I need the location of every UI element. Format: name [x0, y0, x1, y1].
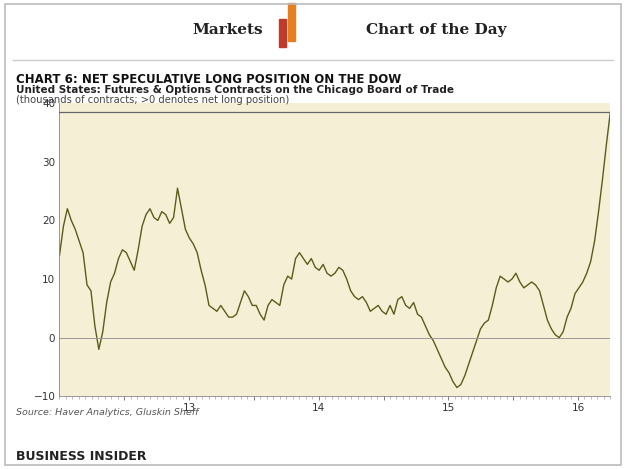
- Text: (thousands of contracts; >0 denotes net long position): (thousands of contracts; >0 denotes net …: [16, 95, 289, 105]
- Text: BUSINESS INSIDER: BUSINESS INSIDER: [16, 450, 146, 463]
- Text: United States: Futures & Options Contracts on the Chicago Board of Trade: United States: Futures & Options Contrac…: [16, 85, 454, 95]
- Text: Source: Haver Analytics, Gluskin Sheff: Source: Haver Analytics, Gluskin Sheff: [16, 408, 198, 417]
- Text: CHART 6: NET SPECULATIVE LONG POSITION ON THE DOW: CHART 6: NET SPECULATIVE LONG POSITION O…: [16, 73, 401, 86]
- Text: Chart of the Day: Chart of the Day: [366, 23, 506, 38]
- Bar: [288, 3, 295, 41]
- Bar: [279, 19, 286, 47]
- Text: Markets: Markets: [192, 23, 263, 38]
